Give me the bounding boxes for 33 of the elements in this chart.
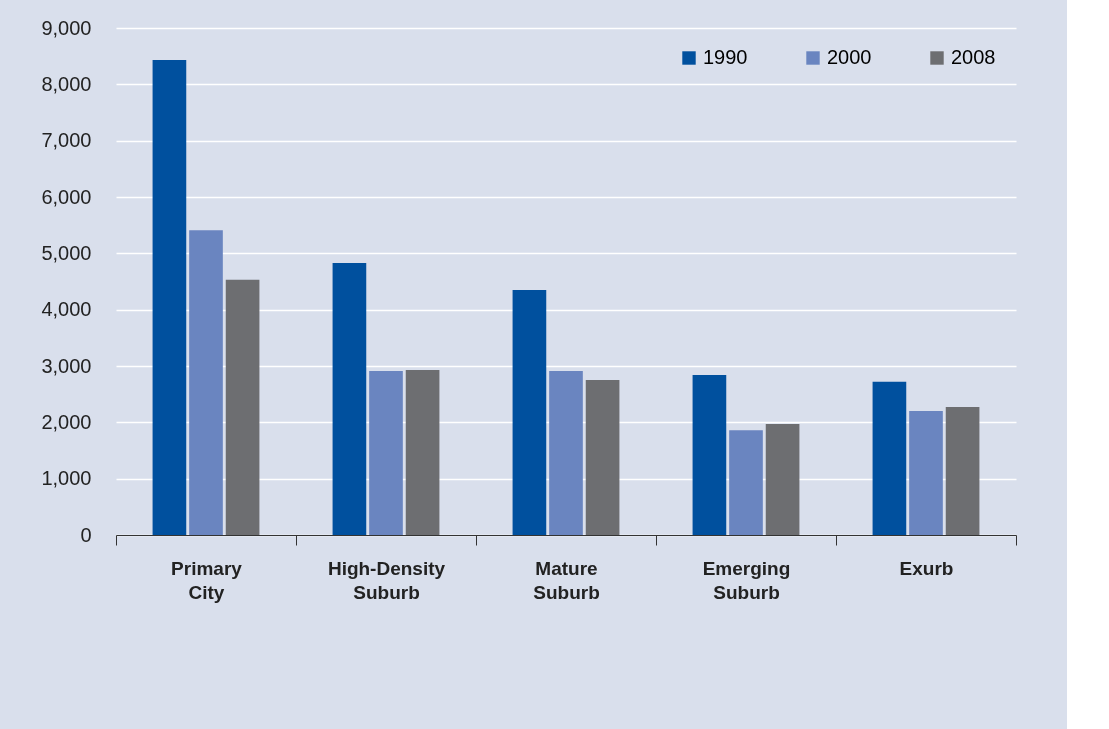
y-tick-label: 3,000 [41, 354, 92, 377]
bar [369, 371, 403, 535]
bar [332, 262, 367, 535]
bar [692, 375, 727, 535]
legend-label: 2000 [827, 46, 872, 68]
y-tick-label: 1,000 [41, 467, 92, 490]
y-tick-label: 4,000 [41, 298, 92, 321]
bar [152, 60, 187, 535]
bar [872, 381, 907, 535]
x-tick-label: Emerging Suburb [702, 557, 791, 603]
y-tick-label: 9,000 [41, 16, 92, 39]
y-tick-label: 8,000 [41, 72, 92, 95]
bar [945, 407, 980, 535]
bar [512, 289, 547, 535]
x-tick-label: Exurb [899, 557, 954, 579]
legend-label: 1990 [703, 46, 748, 68]
bar [405, 369, 440, 535]
y-tick-label: 0 [80, 523, 92, 546]
x-tick-label: Mature Suburb [533, 557, 600, 603]
bar [225, 279, 260, 535]
y-tick-label: 2,000 [41, 410, 92, 433]
bar [549, 371, 583, 535]
bar [189, 230, 223, 535]
y-tick-label: 6,000 [41, 185, 92, 208]
bar [729, 430, 763, 535]
x-tick-label: High-Density Suburb [327, 557, 446, 603]
x-tick-label: Primary City [171, 557, 243, 603]
legend-label: 2008 [951, 46, 996, 68]
y-tick-label: 5,000 [41, 241, 92, 264]
bar [765, 424, 800, 535]
y-tick-label: 7,000 [41, 129, 92, 152]
bar [585, 380, 620, 535]
bar [909, 411, 943, 535]
